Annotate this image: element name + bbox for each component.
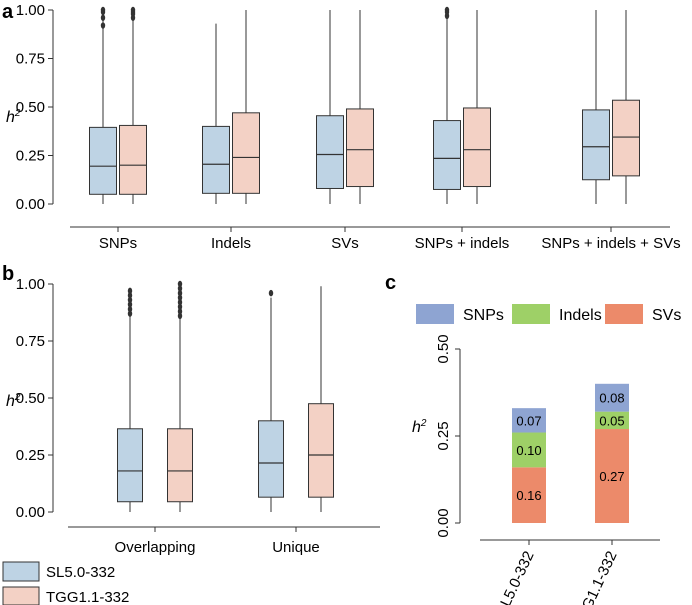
panel-c-data-label: 0.10 bbox=[516, 443, 541, 458]
genome-legend: SL5.0-332 TGG1.1-332 bbox=[2, 561, 129, 605]
panel-a-outlier bbox=[100, 22, 106, 29]
legend-label-sl50: SL5.0-332 bbox=[46, 564, 115, 581]
panel-a-outlier bbox=[100, 6, 106, 14]
panel-b-x-tick-label: Unique bbox=[272, 539, 320, 556]
panel-b-outlier bbox=[177, 294, 183, 301]
panel-b-outlier bbox=[177, 289, 183, 297]
panel-b-y-tick-label: 0.00 bbox=[16, 504, 45, 521]
panel-c-legend-label: Indels bbox=[559, 307, 602, 324]
panel-c-legend-swatch bbox=[605, 304, 643, 324]
panel-a-x-tick-label: SVs bbox=[331, 235, 359, 252]
panel-b-y-tick-label: 0.25 bbox=[16, 447, 45, 464]
panel-b-outlier bbox=[127, 301, 133, 308]
panel-c-x-tick-label: SL5.0-332 bbox=[493, 549, 538, 605]
panel-a-y-tick-label: 0.75 bbox=[16, 51, 45, 68]
panel-b-outlier bbox=[177, 299, 183, 306]
panel-a-box bbox=[232, 112, 260, 194]
panel-label-c: c bbox=[385, 272, 396, 294]
panel-b-outlier bbox=[268, 289, 274, 297]
panel-b-y-tick-label: 0.75 bbox=[16, 333, 45, 350]
panel-b-x-tick-label: Overlapping bbox=[115, 539, 196, 556]
panel-label-b: b bbox=[2, 263, 14, 285]
legend-swatch-sl50 bbox=[2, 561, 40, 582]
panel-a-x-tick-label: SNPs + indels bbox=[415, 235, 510, 252]
panel-a-y-tick-label: 0.25 bbox=[16, 148, 45, 165]
panel-c-bar-segment bbox=[595, 383, 629, 412]
panel-c-stacked-bar: 0.00 0.25 0.50 0.16 0.10 0.07 SL5.0-332 0.27 0.0… bbox=[416, 304, 681, 605]
panel-c-data-label: 0.27 bbox=[599, 469, 624, 484]
legend-label-tgg11: TGG1.1-332 bbox=[46, 589, 129, 605]
panel-b-outlier bbox=[127, 287, 133, 295]
panel-b-boxplot: 0.00 0.25 0.50 0.75 1.00 Overlapping Unique bbox=[16, 276, 380, 556]
panel-b-outlier bbox=[177, 285, 183, 292]
panel-b-outlier bbox=[177, 303, 183, 310]
panel-a-box bbox=[612, 99, 640, 177]
panel-a-x-tick-label: SNPs bbox=[99, 235, 137, 252]
panel-c-bar-segment bbox=[595, 411, 629, 430]
panel-c-y-tick-label: 0.25 bbox=[435, 421, 452, 450]
panel-a-y-tick-label: 0.00 bbox=[16, 196, 45, 213]
panel-label-a: a bbox=[2, 1, 14, 23]
panel-b-outlier bbox=[177, 280, 183, 288]
panel-c-data-label: 0.08 bbox=[599, 391, 624, 406]
panel-a-box bbox=[316, 115, 344, 189]
panel-c-bar-segment bbox=[512, 432, 546, 468]
panel-c-ylabel: h2 bbox=[412, 418, 427, 436]
panel-b-box bbox=[258, 420, 284, 498]
panel-a-box bbox=[346, 108, 374, 188]
panel-c-legend-label: SNPs bbox=[463, 307, 504, 324]
panel-a-box bbox=[463, 107, 491, 188]
panel-c-y-tick-label: 0.00 bbox=[435, 508, 452, 537]
panel-a-boxplot: 0.00 0.25 0.50 0.75 1.00 SNPs Indels SVs SNPs + … bbox=[16, 2, 681, 252]
panel-a-box bbox=[89, 126, 117, 195]
panel-c-data-label: 0.16 bbox=[516, 488, 541, 503]
panel-a-y-tick-label: 0.50 bbox=[16, 99, 45, 116]
panel-a-box bbox=[433, 120, 461, 190]
panel-a-box bbox=[582, 109, 610, 181]
panel-a-x-tick-label: SNPs + indels + SVs bbox=[541, 235, 680, 252]
panel-b-outlier bbox=[127, 305, 133, 313]
panel-a-outlier bbox=[444, 6, 450, 14]
panel-a-outlier bbox=[100, 14, 106, 21]
panel-c-bar-segment bbox=[512, 408, 546, 433]
panel-c-bar-segment bbox=[595, 429, 629, 523]
panel-a-x-tick-label: Indels bbox=[211, 235, 251, 252]
panel-c-y-tick-label: 0.50 bbox=[435, 334, 452, 363]
legend-swatch-tgg11 bbox=[2, 586, 40, 605]
panel-b-y-tick-label: 0.50 bbox=[16, 390, 45, 407]
panel-b-outlier bbox=[127, 292, 133, 299]
panel-c-data-label: 0.07 bbox=[516, 413, 541, 428]
panel-c-legend-swatch bbox=[512, 304, 550, 324]
panel-a-box bbox=[202, 125, 230, 194]
panel-b-box bbox=[167, 428, 193, 503]
panel-c-data-label: 0.05 bbox=[599, 413, 624, 428]
panel-a-y-tick-label: 1.00 bbox=[16, 2, 45, 19]
panel-b-outlier bbox=[127, 310, 133, 317]
panel-b-box bbox=[117, 428, 143, 503]
panel-a-box bbox=[119, 124, 147, 195]
panel-b-outlier bbox=[177, 308, 183, 315]
panel-c-legend-swatch bbox=[416, 304, 454, 324]
panel-c-bar-segment bbox=[512, 467, 546, 523]
panel-b-outlier bbox=[127, 296, 133, 304]
panel-b-outlier bbox=[177, 312, 183, 320]
panel-b-y-tick-label: 1.00 bbox=[16, 276, 45, 293]
panel-c-x-tick-label: TGG1.1-332 bbox=[570, 549, 621, 605]
panel-c-legend-label: SVs bbox=[652, 307, 681, 324]
panel-b-box bbox=[308, 403, 334, 498]
panel-a-outlier bbox=[130, 6, 136, 14]
